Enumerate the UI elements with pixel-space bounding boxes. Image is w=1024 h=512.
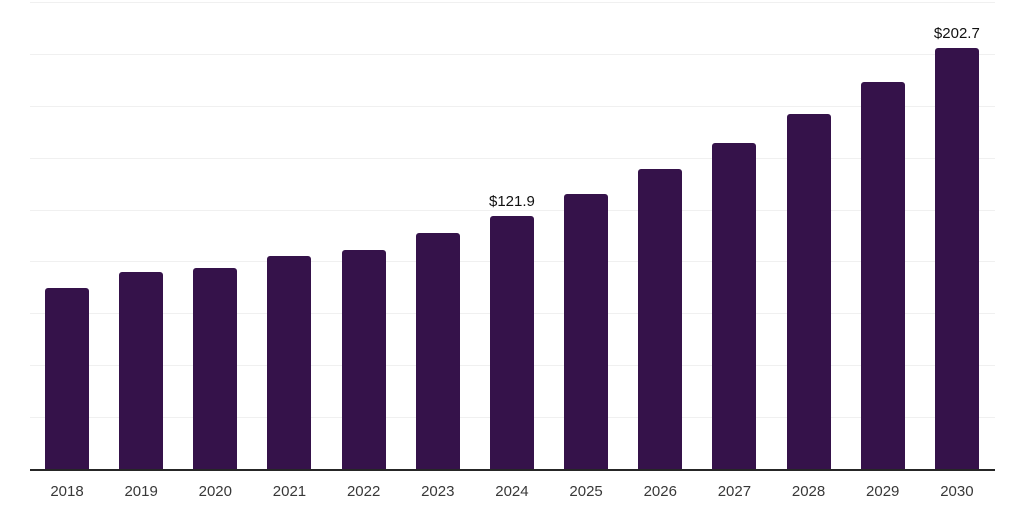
bar (415, 232, 460, 469)
bar (638, 169, 683, 469)
bar (193, 268, 238, 469)
bar-column (860, 82, 905, 469)
gridline (30, 157, 995, 159)
x-axis-tick-label: 2024 (495, 483, 529, 500)
bar (860, 82, 905, 469)
x-axis-tick-label: 2028 (791, 483, 826, 500)
bar (45, 287, 89, 469)
x-axis-tick-label: 2021 (272, 483, 307, 500)
bar (712, 142, 757, 469)
bar-value-label: $202.7 (933, 25, 980, 43)
x-axis-tick-label: 2025 (569, 483, 603, 500)
bar (341, 250, 386, 469)
gridline (30, 105, 995, 107)
gridline (30, 2, 995, 3)
bar (564, 193, 609, 469)
bar-value-label: $121.9 (488, 193, 535, 210)
bar-column (638, 169, 683, 469)
x-axis-tick-label: 2019 (124, 483, 158, 500)
bar-column (45, 287, 89, 469)
bar-column (786, 113, 831, 469)
bar-column (415, 232, 460, 469)
x-axis-tick-label: 2022 (346, 483, 381, 500)
x-axis-tick-label: 2026 (643, 483, 677, 500)
x-axis-line (30, 469, 995, 471)
bar (786, 113, 831, 469)
bar-column: $121.9 (489, 193, 535, 469)
x-axis-tick-label: 2018 (50, 483, 84, 500)
bar (119, 272, 164, 469)
bar-column (193, 268, 238, 469)
bar-column (712, 142, 757, 469)
bar-column: $202.7 (934, 25, 980, 469)
x-axis-tick-label: 2023 (421, 483, 455, 500)
bar (267, 256, 312, 469)
bar-column (341, 250, 386, 469)
bar (489, 216, 534, 469)
plot-area: $121.9 $202.7 (30, 2, 995, 469)
bar-column (119, 272, 164, 469)
x-axis-tick-label: 2027 (717, 483, 752, 500)
bars-container: $121.9 $202.7 (30, 2, 995, 469)
bar (934, 48, 979, 469)
x-axis-tick-label: 2030 (940, 483, 974, 500)
bar-column (564, 193, 609, 469)
gridline (30, 209, 995, 211)
gridline (30, 53, 995, 55)
bar-column (267, 256, 312, 469)
x-axis-tick-label: 2020 (198, 483, 232, 500)
x-axis-tick-label: 2029 (866, 483, 900, 500)
x-axis-tick-labels: 2018 2019 2020 2021 2022 2023 2024 2025 2026 2027… (30, 483, 995, 501)
